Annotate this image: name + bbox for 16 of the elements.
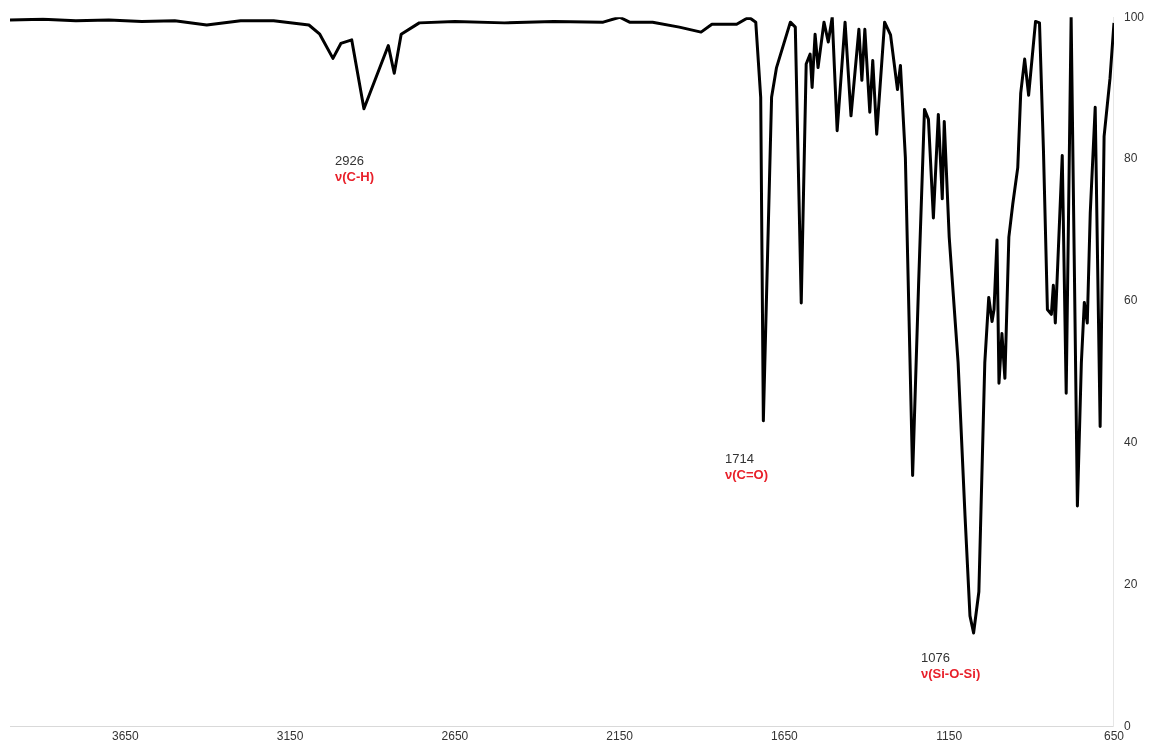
y-tick-label: 100 xyxy=(1123,9,1145,24)
annotation: 1076 ν(Si-O-Si) xyxy=(921,650,981,682)
x-tick-label: 650 xyxy=(1103,729,1125,744)
x-tick-label: 3150 xyxy=(276,729,304,744)
annotation: 1714 ν(C=O) xyxy=(725,451,768,483)
y-tick-label: 0 xyxy=(1123,718,1131,733)
x-tick-label: 1650 xyxy=(771,729,799,744)
annotation: 2926 ν(C-H) xyxy=(335,153,374,185)
y-tick-label: 40 xyxy=(1123,435,1138,450)
x-tick-label: 1150 xyxy=(936,729,963,744)
y-tick-label: 60 xyxy=(1123,293,1138,308)
x-tick-label: 3650 xyxy=(111,729,140,744)
y-tick-label: 80 xyxy=(1123,151,1138,166)
x-tick-label: 2150 xyxy=(606,729,634,744)
y-tick-label: 20 xyxy=(1123,577,1138,592)
x-tick-label: 2650 xyxy=(441,729,469,744)
